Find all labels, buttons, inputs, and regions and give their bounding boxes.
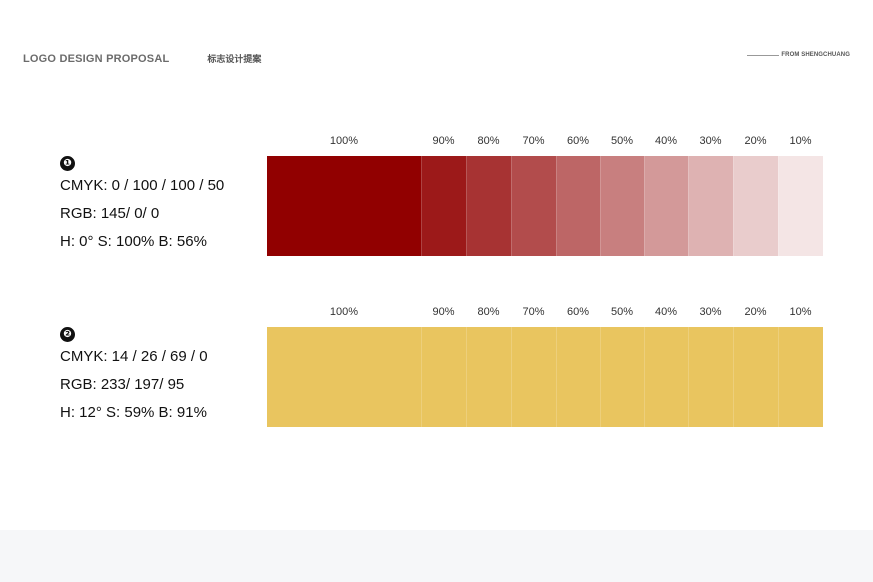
pct-label: 10% <box>789 135 812 147</box>
tint-swatch <box>688 327 733 427</box>
tint-swatch <box>778 327 823 427</box>
tint-swatch <box>778 156 823 256</box>
pct-label: 40% <box>654 135 678 147</box>
pct-label: 100% <box>329 306 359 318</box>
pct-label: 30% <box>699 135 722 147</box>
cmyk-value: CMYK: 14 / 26 / 69 / 0 <box>60 348 208 365</box>
tint-swatch <box>556 327 600 427</box>
tint-swatch <box>421 327 466 427</box>
tint-swatch <box>421 156 466 256</box>
pct-label: 10% <box>789 306 812 318</box>
tint-swatch <box>600 156 644 256</box>
header-right: FROM SHENGCHUANG <box>747 52 850 58</box>
tint-swatch <box>644 327 688 427</box>
tint-swatch <box>267 327 421 427</box>
brand-subtitle: 标志设计提案 <box>207 54 262 64</box>
tint-bar-1 <box>267 156 823 256</box>
number-badge: ❶ <box>60 156 75 171</box>
tint-bar-2 <box>267 327 823 427</box>
tint-swatch <box>688 156 733 256</box>
color-info-1: ❶ CMYK: 0 / 100 / 100 / 50 RGB: 145/ 0/ … <box>60 156 224 261</box>
percent-labels-1: 100% 90% 80% 70% 60% 50% 40% 30% 20% 10% <box>267 135 823 149</box>
color-block-2: 100% 90% 80% 70% 60% 50% 40% 30% 20% 10%… <box>0 304 873 434</box>
pct-label: 70% <box>522 306 545 318</box>
pct-label: 100% <box>329 135 359 147</box>
percent-labels-2: 100% 90% 80% 70% 60% 50% 40% 30% 20% 10% <box>267 306 823 320</box>
header-rule <box>747 54 780 56</box>
number-badge: ❷ <box>60 327 75 342</box>
footer-band <box>0 530 873 582</box>
credit-text: FROM SHENGCHUANG <box>781 52 850 58</box>
tint-swatch <box>466 327 511 427</box>
tint-swatch <box>733 327 778 427</box>
pct-label: 90% <box>432 306 455 318</box>
color-info-2: ❷ CMYK: 14 / 26 / 69 / 0 RGB: 233/ 197/ … <box>60 327 208 432</box>
pct-label: 30% <box>699 306 722 318</box>
pct-label: 20% <box>744 306 767 318</box>
tint-swatch <box>556 156 600 256</box>
pct-label: 40% <box>654 306 678 318</box>
hsb-value: H: 12° S: 59% B: 91% <box>60 404 207 421</box>
pct-label: 80% <box>477 135 500 147</box>
rgb-value: RGB: 233/ 197/ 95 <box>60 376 185 393</box>
pct-label: 50% <box>610 306 634 318</box>
tint-swatch <box>644 156 688 256</box>
hsb-value: H: 0° S: 100% B: 56% <box>60 233 207 250</box>
tint-swatch <box>733 156 778 256</box>
tint-swatch <box>466 156 511 256</box>
pct-label: 20% <box>744 135 767 147</box>
color-block-1: 100% 90% 80% 70% 60% 50% 40% 30% 20% 10%… <box>0 133 873 263</box>
tint-swatch <box>600 327 644 427</box>
brand-title: LOGO DESIGN PROPOSAL <box>23 53 170 65</box>
pct-label: 50% <box>610 135 634 147</box>
tint-swatch <box>511 156 556 256</box>
pct-label: 60% <box>566 306 590 318</box>
tint-swatch <box>511 327 556 427</box>
header-left: LOGO DESIGN PROPOSAL 标志设计提案 <box>23 52 261 65</box>
cmyk-value: CMYK: 0 / 100 / 100 / 50 <box>60 177 225 194</box>
tint-swatch <box>267 156 421 256</box>
pct-label: 70% <box>522 135 545 147</box>
pct-label: 90% <box>432 135 455 147</box>
rgb-value: RGB: 145/ 0/ 0 <box>60 205 160 222</box>
pct-label: 80% <box>477 306 500 318</box>
pct-label: 60% <box>566 135 590 147</box>
